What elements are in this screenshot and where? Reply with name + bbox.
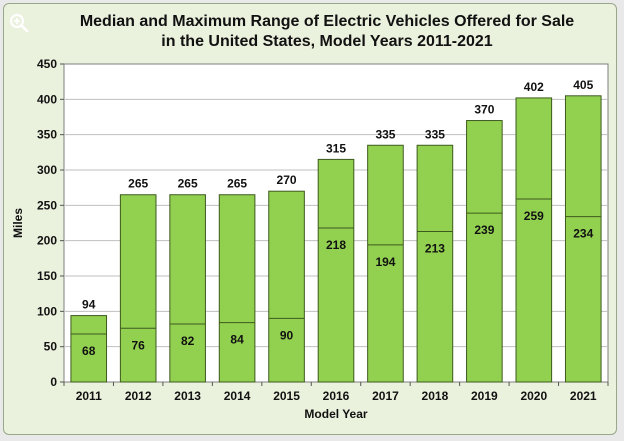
data-label-maximum: 402 [524, 80, 544, 94]
data-label-maximum: 335 [375, 127, 395, 141]
y-tick-label: 450 [37, 57, 57, 71]
x-tick-label: 2021 [570, 389, 597, 403]
data-label-median: 84 [230, 333, 244, 347]
y-axis-title: Miles [11, 208, 25, 238]
x-tick-label: 2017 [372, 389, 399, 403]
y-tick-label: 100 [37, 304, 57, 318]
x-tick-label: 2011 [76, 389, 102, 403]
chart-title-line-1: Median and Maximum Range of Electric Veh… [79, 13, 575, 30]
x-tick-label: 2013 [174, 389, 201, 403]
y-tick-label: 200 [37, 234, 57, 248]
x-tick-label: 2016 [323, 389, 350, 403]
data-label-maximum: 315 [326, 141, 346, 155]
data-label-median: 239 [474, 223, 494, 237]
bar-maximum-range [218, 194, 256, 383]
data-label-maximum: 370 [474, 103, 494, 117]
bar-maximum-range [70, 315, 108, 383]
zoom-in-icon[interactable] [8, 12, 30, 34]
bar-maximum-range [119, 194, 157, 383]
bar-maximum-range [515, 97, 553, 383]
data-label-maximum: 265 [178, 177, 198, 191]
y-tick-label: 150 [37, 269, 57, 283]
data-label-median: 90 [280, 328, 294, 342]
bar-maximum-range [317, 158, 355, 383]
chart-title-line-2: in the United States, Model Years 2011-2… [161, 33, 493, 50]
data-label-median: 194 [375, 255, 395, 269]
data-label-maximum: 335 [425, 127, 445, 141]
data-label-median: 213 [425, 241, 445, 255]
data-label-maximum: 405 [573, 78, 593, 92]
data-label-median: 259 [524, 209, 544, 223]
data-label-maximum: 265 [128, 177, 148, 191]
x-tick-label: 2015 [273, 389, 300, 403]
bar-maximum-range [564, 95, 602, 383]
x-tick-label: 2019 [471, 389, 498, 403]
x-tick-label: 2012 [125, 389, 152, 403]
data-label-maximum: 270 [277, 173, 297, 187]
data-label-median: 82 [181, 334, 195, 348]
data-label-maximum: 265 [227, 177, 247, 191]
y-tick-label: 50 [44, 340, 58, 354]
y-tick-label: 350 [37, 128, 57, 142]
y-tick-label: 400 [37, 92, 57, 106]
y-tick-label: 250 [37, 198, 57, 212]
data-label-median: 68 [82, 344, 96, 358]
x-tick-label: 2014 [224, 389, 251, 403]
bar-maximum-range [416, 144, 454, 383]
bar-maximum-range [466, 120, 503, 383]
x-tick-label: 2020 [520, 389, 547, 403]
data-label-median: 218 [326, 238, 346, 252]
x-tick-label: 2018 [422, 389, 449, 403]
data-label-median: 76 [132, 338, 146, 352]
y-tick-label: 300 [37, 163, 57, 177]
bar-maximum-range [268, 190, 305, 383]
data-label-maximum: 94 [82, 298, 96, 312]
bar-maximum-range [169, 194, 206, 383]
bar-maximum-range [367, 144, 404, 383]
data-label-median: 234 [573, 227, 593, 241]
x-axis-title: Model Year [304, 407, 367, 421]
y-tick-label: 0 [50, 375, 57, 389]
